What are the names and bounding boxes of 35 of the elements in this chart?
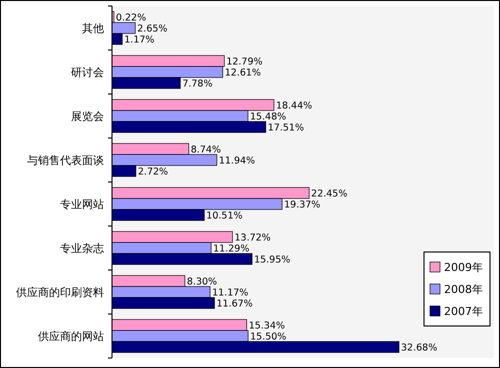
data-label: 8.30%	[186, 276, 218, 288]
data-label: 12.79%	[226, 56, 263, 68]
y-tick-label: 展览会	[71, 110, 104, 123]
y-tick-label: 与销售代表面谈	[27, 154, 104, 167]
legend-label: 2007年	[444, 305, 483, 318]
data-label: 12.61%	[224, 68, 261, 78]
data-label: 15.34%	[248, 320, 285, 332]
data-label: 15.50%	[250, 332, 286, 342]
data-label: 8.74%	[190, 144, 221, 156]
y-tick-label: 专业网站	[60, 198, 104, 211]
data-label: 13.72%	[234, 232, 271, 244]
y-tick-label: 其他	[82, 22, 104, 35]
y-tick-label: 研讨会	[71, 66, 104, 79]
data-label: 11.29%	[213, 244, 250, 254]
data-label: 11.94%	[218, 156, 256, 166]
data-label: 11.17%	[212, 288, 248, 298]
data-label: 15.48%	[250, 112, 286, 122]
data-label: 2.72%	[138, 166, 168, 178]
data-label: 11.67%	[216, 298, 253, 310]
data-label: 2.65%	[137, 24, 168, 34]
data-label: 19.37%	[284, 200, 320, 210]
data-label: 0.22%	[116, 12, 146, 24]
data-label: 18.44%	[276, 100, 312, 112]
data-label: 15.95%	[254, 254, 290, 266]
legend-label: 2009年	[444, 261, 483, 274]
data-label: 17.51%	[268, 122, 304, 134]
data-label: 10.51%	[206, 210, 243, 222]
data-label: 1.17%	[124, 34, 154, 46]
y-tick-label: 专业杂志	[60, 242, 104, 255]
y-tick-label: 供应商的网站	[38, 330, 104, 343]
data-label: 22.45%	[311, 188, 348, 200]
data-label: 7.78%	[182, 78, 213, 90]
y-tick-label: 供应商的印刷资料	[16, 286, 104, 299]
data-label: 32.68%	[401, 342, 438, 354]
legend-label: 2008年	[444, 283, 483, 296]
